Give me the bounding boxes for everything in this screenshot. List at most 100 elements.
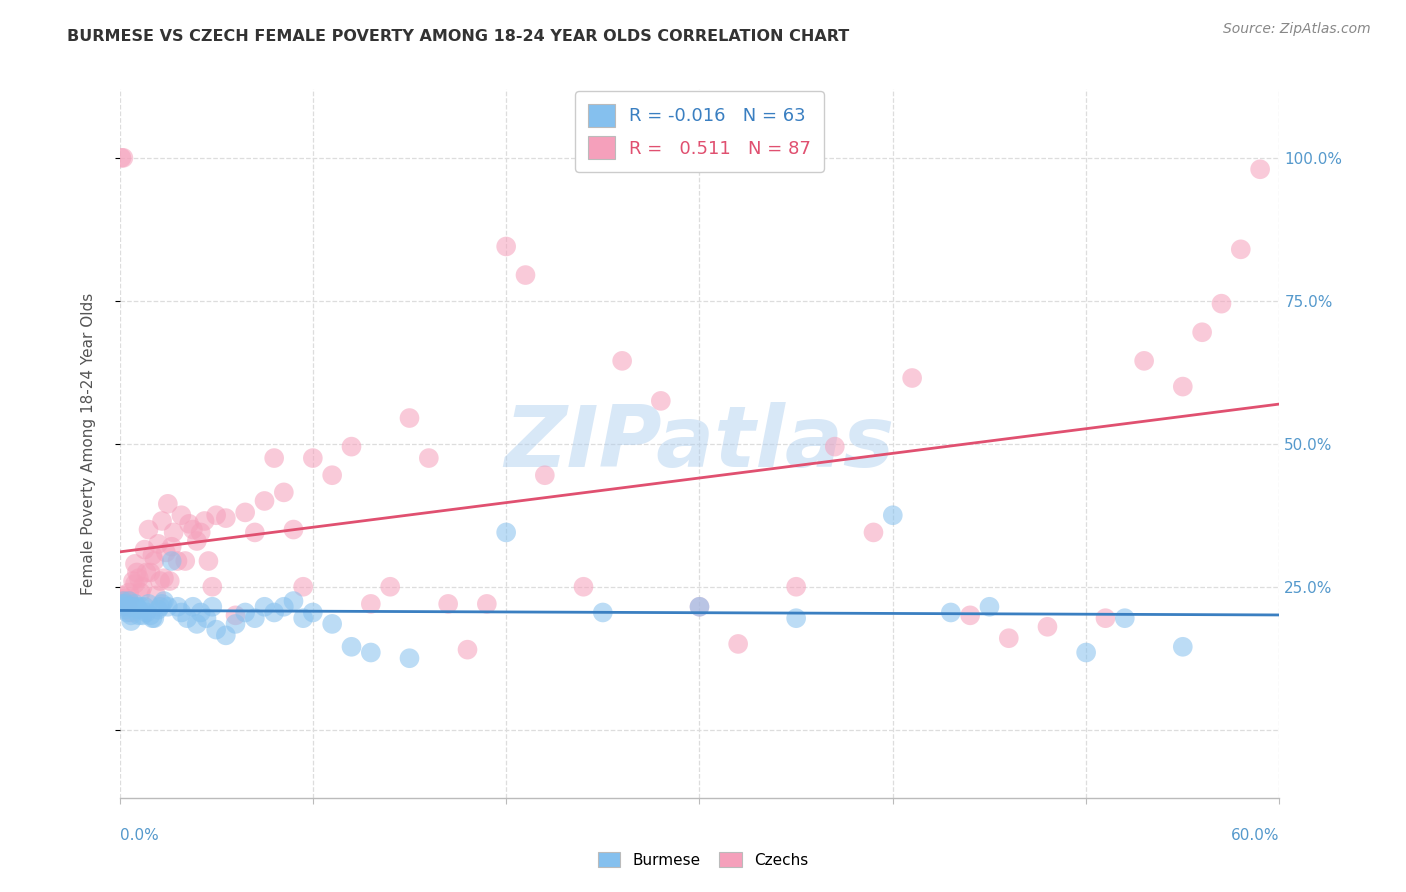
Text: 0.0%: 0.0% — [120, 829, 159, 843]
Point — [301, 451, 323, 466]
Point — [292, 611, 315, 625]
Point — [110, 597, 132, 611]
Point — [181, 599, 204, 614]
Point — [190, 606, 212, 620]
Point — [124, 577, 146, 591]
Point — [112, 599, 135, 614]
Point — [785, 580, 807, 594]
Point — [979, 599, 1001, 614]
Point — [475, 597, 498, 611]
Point — [688, 599, 710, 614]
Text: ZIPatlas: ZIPatlas — [505, 402, 894, 485]
Point — [118, 594, 141, 608]
Point — [398, 651, 420, 665]
Point — [1171, 379, 1194, 393]
Point — [134, 599, 156, 614]
Point — [118, 599, 141, 614]
Point — [124, 597, 146, 611]
Point — [939, 606, 962, 620]
Point — [135, 606, 157, 620]
Point — [153, 594, 176, 608]
Point — [174, 554, 197, 568]
Point — [959, 608, 981, 623]
Point — [360, 597, 382, 611]
Point — [263, 606, 285, 620]
Text: Source: ZipAtlas.com: Source: ZipAtlas.com — [1223, 22, 1371, 37]
Point — [225, 608, 247, 623]
Point — [156, 599, 179, 614]
Point — [129, 599, 152, 614]
Point — [195, 611, 218, 625]
Point — [824, 440, 846, 454]
Point — [205, 623, 228, 637]
Point — [166, 599, 188, 614]
Point — [418, 451, 440, 466]
Point — [688, 599, 710, 614]
Point — [215, 511, 238, 525]
Legend: R = -0.016   N = 63, R =   0.511   N = 87: R = -0.016 N = 63, R = 0.511 N = 87 — [575, 91, 824, 172]
Point — [134, 542, 156, 557]
Point — [120, 614, 142, 628]
Point — [162, 525, 186, 540]
Point — [610, 354, 633, 368]
Point — [456, 642, 478, 657]
Point — [170, 508, 193, 523]
Point — [253, 599, 276, 614]
Point — [138, 523, 160, 537]
Point — [148, 537, 170, 551]
Point — [159, 574, 181, 588]
Point — [145, 588, 167, 602]
Point — [1229, 243, 1251, 257]
Point — [340, 440, 363, 454]
Point — [1094, 611, 1116, 625]
Point — [243, 611, 266, 625]
Point — [283, 594, 305, 608]
Point — [1171, 640, 1194, 654]
Point — [139, 566, 162, 580]
Point — [110, 597, 132, 611]
Point — [160, 540, 183, 554]
Point — [112, 594, 135, 608]
Point — [148, 602, 170, 616]
Point — [128, 602, 150, 616]
Point — [177, 516, 200, 531]
Point — [118, 585, 141, 599]
Point — [1191, 325, 1213, 339]
Point — [117, 599, 138, 614]
Point — [118, 594, 141, 608]
Point — [122, 574, 145, 588]
Point — [233, 505, 256, 519]
Point — [515, 268, 537, 282]
Point — [273, 599, 295, 614]
Point — [114, 597, 136, 611]
Point — [150, 597, 173, 611]
Point — [1114, 611, 1136, 625]
Point — [650, 393, 672, 408]
Point — [225, 616, 247, 631]
Point — [117, 606, 138, 620]
Point — [292, 580, 315, 594]
Point — [727, 637, 749, 651]
Point — [273, 485, 295, 500]
Point — [120, 608, 142, 623]
Point — [495, 525, 517, 540]
Point — [117, 594, 138, 608]
Legend: Burmese, Czechs: Burmese, Czechs — [592, 846, 814, 873]
Point — [533, 468, 555, 483]
Point — [495, 239, 517, 253]
Point — [141, 611, 163, 625]
Point — [1133, 354, 1156, 368]
Point — [141, 549, 163, 563]
Point — [143, 611, 166, 625]
Point — [1249, 162, 1271, 177]
Point — [243, 525, 266, 540]
Point — [862, 525, 884, 540]
Point — [1076, 646, 1098, 660]
Point — [572, 580, 595, 594]
Point — [112, 594, 135, 608]
Point — [215, 628, 238, 642]
Point — [128, 608, 150, 623]
Point — [112, 151, 135, 165]
Point — [398, 411, 420, 425]
Point — [150, 514, 173, 528]
